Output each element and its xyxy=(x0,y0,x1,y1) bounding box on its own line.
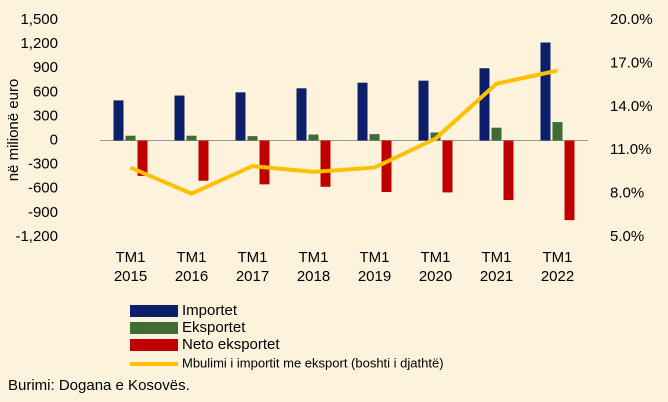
legend-label: Neto eksportet xyxy=(182,336,280,353)
bar xyxy=(442,140,453,193)
bar xyxy=(174,95,185,141)
bar xyxy=(418,80,429,141)
bar xyxy=(308,134,319,141)
y-tick-label: 600 xyxy=(33,83,58,100)
y-tick-label: -1,200 xyxy=(15,228,58,245)
y2-tick-label: 11.0% xyxy=(610,141,651,158)
bar xyxy=(369,134,380,141)
bar xyxy=(540,42,551,141)
x-tick-label: TM1 2018 xyxy=(296,249,331,285)
y-tick-label: 300 xyxy=(33,107,58,124)
x-tick-label: TM1 2019 xyxy=(357,249,392,285)
bar xyxy=(381,140,392,192)
y2-tick-label: 5.0% xyxy=(610,228,644,245)
bar xyxy=(259,140,270,185)
legend-swatch xyxy=(130,339,178,351)
bar xyxy=(552,122,563,141)
line-series xyxy=(129,68,558,196)
legend-label: Eksportet xyxy=(182,319,246,336)
x-tick-label: TM1 2015 xyxy=(113,249,148,285)
bar xyxy=(503,140,514,201)
bar xyxy=(186,135,197,141)
y-tick-label: 0 xyxy=(50,132,58,149)
y-tick-label: 900 xyxy=(33,59,58,76)
source: Burimi: Dogana e Kosovës. xyxy=(8,377,190,394)
bar xyxy=(296,88,307,141)
x-tick-label: TM1 2021 xyxy=(479,249,514,285)
y-axis-label: në milionë euro xyxy=(5,79,22,182)
x-tick-label: TM1 2020 xyxy=(418,249,453,285)
y-tick-label: -300 xyxy=(28,156,58,173)
bar xyxy=(198,140,209,181)
bar xyxy=(125,135,136,141)
y-tick-label: 1,200 xyxy=(20,35,58,52)
y2-tick-label: 20.0% xyxy=(610,11,653,28)
legend-swatch xyxy=(130,322,178,334)
y2-tick-label: 17.0% xyxy=(610,54,653,71)
legend-label: Mbulimi i importit me eksport (boshti i … xyxy=(182,355,444,370)
legend-label: Importet xyxy=(182,302,238,319)
bar xyxy=(113,100,124,141)
bar xyxy=(491,127,502,141)
x-tick-label: TM1 2022 xyxy=(540,249,575,285)
bar xyxy=(357,82,368,141)
legend-swatch xyxy=(130,305,178,317)
bar xyxy=(247,136,258,141)
x-tick-label: TM1 2017 xyxy=(235,249,270,285)
x-tick-label: TM1 2016 xyxy=(174,249,209,285)
y-tick-label: -900 xyxy=(28,204,58,221)
bar xyxy=(479,68,490,141)
y2-tick-label: 14.0% xyxy=(610,98,653,115)
y-tick-label: -600 xyxy=(28,180,58,197)
bar xyxy=(235,92,246,141)
y-tick-label: 1,500 xyxy=(20,11,58,28)
y2-tick-label: 8.0% xyxy=(610,185,644,202)
bar xyxy=(320,140,331,187)
bar xyxy=(137,140,148,176)
bar xyxy=(564,140,575,221)
